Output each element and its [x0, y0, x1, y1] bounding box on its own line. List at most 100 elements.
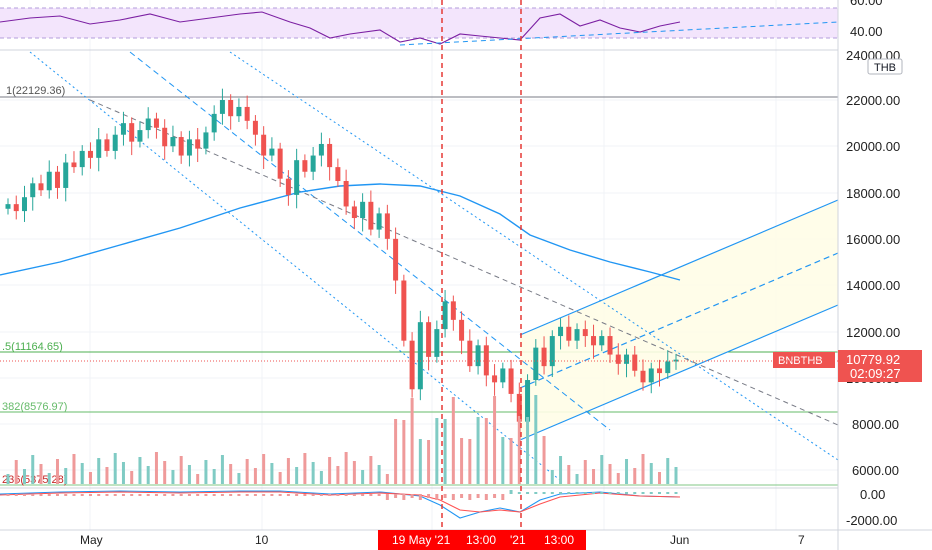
rsi-trendline — [399, 21, 839, 46]
svg-text:10: 10 — [255, 533, 269, 547]
volume-bar — [501, 437, 505, 484]
fib-label-0236: 236(5375.28) — [2, 474, 67, 486]
countdown: 02:09:27 — [850, 366, 901, 381]
volume-bar — [592, 469, 596, 484]
macd-hist-bar — [113, 494, 117, 496]
macd-hist-bar — [484, 494, 488, 500]
macd-hist-bar — [311, 494, 315, 496]
macd-hist-bar — [253, 494, 257, 496]
macd-hist-bar — [666, 492, 670, 494]
candle — [541, 347, 547, 367]
macd-hist-bar — [138, 494, 142, 496]
candle — [615, 354, 621, 364]
volume-bar — [204, 460, 208, 484]
candle — [582, 329, 588, 337]
volume-bar — [328, 457, 332, 484]
candle — [153, 118, 159, 128]
candle — [145, 118, 151, 131]
candle — [343, 181, 349, 207]
candle — [104, 139, 110, 151]
candle — [591, 336, 597, 346]
candle — [228, 100, 234, 117]
symbol-label: BNBTHB — [778, 355, 823, 367]
candle — [459, 319, 465, 341]
macd-hist-bar — [583, 492, 587, 494]
candles — [5, 88, 679, 436]
macd-hist-bar — [88, 494, 92, 496]
volume-bar — [493, 396, 497, 484]
event-date-1: 19 May '21 — [392, 533, 451, 547]
candle — [186, 139, 192, 156]
macd-hist-bar — [476, 494, 480, 498]
volume-bar — [295, 467, 299, 484]
macd-hist-bar — [163, 494, 167, 496]
macd-hist-bar — [80, 494, 84, 496]
volume-bar — [608, 464, 612, 484]
macd-hist-bar — [435, 494, 439, 500]
macd-hist-bar — [229, 494, 233, 496]
macd-hist-bar — [154, 494, 158, 496]
volume-bar — [385, 474, 389, 484]
candle — [112, 134, 118, 151]
macd-hist-bar — [427, 494, 431, 498]
volume-bar — [658, 472, 662, 484]
volume-bar — [55, 459, 59, 484]
macd-hist-bar — [14, 494, 18, 496]
svg-text:12000.00: 12000.00 — [846, 325, 900, 340]
svg-text:18000.00: 18000.00 — [846, 186, 900, 201]
price-axis: 60.00 40.00 24000.00 22000.00 20000.00 1… — [846, 0, 900, 528]
macd-hist-bar — [443, 494, 447, 498]
volume-bar — [451, 397, 455, 484]
candle — [665, 361, 671, 374]
volume-bar — [509, 438, 513, 484]
volume-bar — [633, 468, 637, 484]
volume-bar — [402, 420, 406, 484]
macd-hist-bar — [600, 492, 604, 494]
candle — [516, 393, 522, 422]
volume-bar — [72, 454, 76, 484]
candle — [211, 113, 217, 133]
volume-bar — [105, 467, 109, 484]
macd-hist-bar — [658, 492, 662, 494]
macd-histogram — [6, 490, 678, 500]
volume-bar — [600, 455, 604, 484]
ema-line — [0, 183, 681, 281]
macd-hist-bar — [212, 494, 216, 496]
volume-bar — [39, 464, 43, 484]
macd-hist-bar — [410, 494, 414, 498]
grey-trendline — [89, 99, 839, 426]
macd-hist-bar — [55, 494, 59, 496]
macd-hist-bar — [328, 494, 332, 496]
volume-bar — [427, 440, 431, 484]
volume-bars — [6, 395, 678, 484]
macd-hist-bar — [418, 494, 422, 500]
candle — [417, 322, 423, 390]
svg-text:8000.00: 8000.00 — [852, 417, 899, 432]
rsi-line — [0, 11, 681, 45]
currency-badge[interactable] — [867, 58, 903, 75]
volume-bar — [542, 436, 546, 484]
macd-hist-bar — [633, 492, 637, 494]
volume-bar — [666, 458, 670, 484]
macd-hist-bar — [31, 494, 35, 496]
candle — [409, 340, 415, 390]
macd-hist-bar — [567, 492, 571, 494]
volume-bar — [394, 419, 398, 484]
macd-hist-bar — [278, 494, 282, 496]
macd-hist-bar — [649, 492, 653, 494]
fib-label-1: 1(22129.36) — [6, 85, 65, 97]
svg-text:20000.00: 20000.00 — [846, 139, 900, 154]
candle — [71, 162, 77, 168]
candle — [632, 354, 638, 371]
volume-bar — [64, 468, 68, 484]
macd-hist-bar — [550, 492, 554, 494]
candle — [54, 171, 60, 188]
svg-text:Jun: Jun — [670, 533, 689, 547]
macd-hist-bar — [641, 492, 645, 494]
volume-bar — [22, 469, 26, 484]
svg-text:0.00: 0.00 — [860, 487, 885, 502]
macd-hist-bar — [534, 492, 538, 494]
macd-hist-bar — [39, 494, 43, 496]
volume-bar — [435, 418, 439, 484]
